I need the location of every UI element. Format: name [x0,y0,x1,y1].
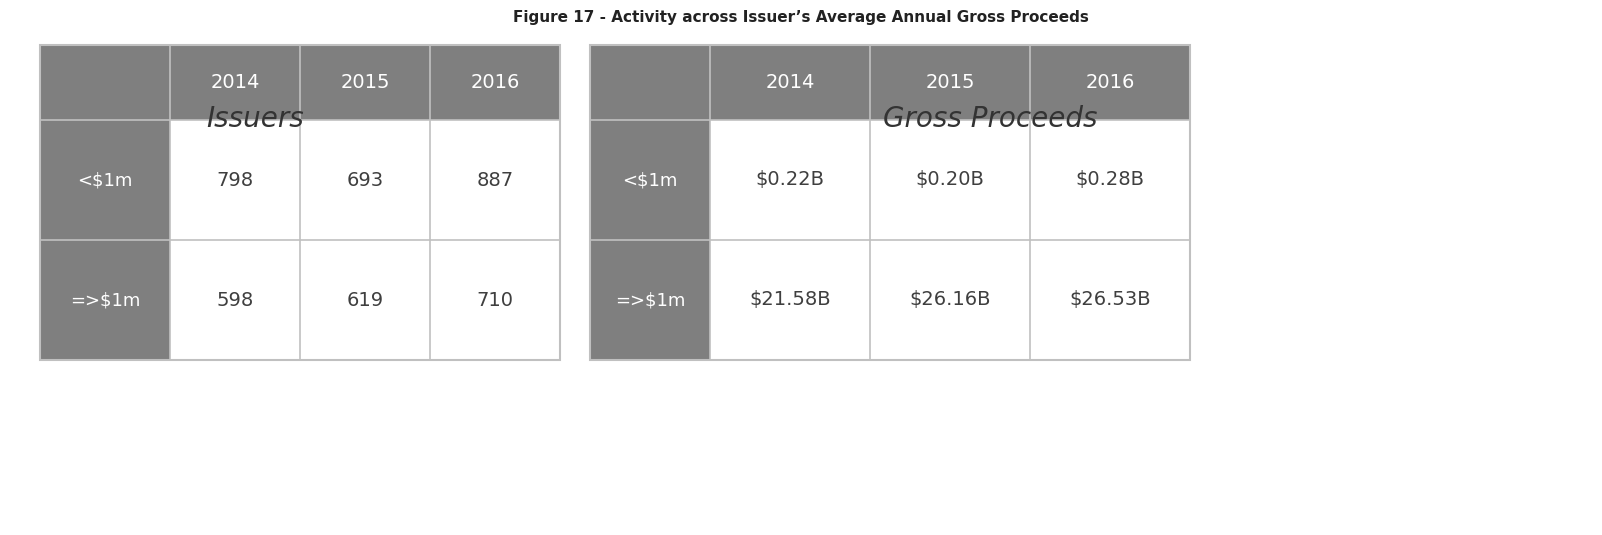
Text: 693: 693 [346,171,383,189]
Bar [40,45,170,120]
Bar [590,45,1190,360]
Text: $21.58B: $21.58B [750,291,831,310]
Bar [590,45,710,120]
Bar [429,45,561,120]
Bar [429,120,561,240]
Text: 710: 710 [476,291,514,310]
Text: 598: 598 [216,291,253,310]
Text: $26.16B: $26.16B [910,291,990,310]
Text: $26.53B: $26.53B [1069,291,1150,310]
Text: 619: 619 [346,291,383,310]
Bar [870,120,1030,240]
Bar [300,240,429,360]
Bar [590,120,710,240]
Bar [710,120,870,240]
Bar [170,45,300,120]
Bar [710,240,870,360]
Bar [40,240,170,360]
Text: 2015: 2015 [926,73,974,92]
Bar [300,45,429,120]
Bar [590,240,710,360]
Text: 887: 887 [476,171,514,189]
Bar [300,120,429,240]
Text: Figure 17 - Activity across Issuer’s Average Annual Gross Proceeds: Figure 17 - Activity across Issuer’s Ave… [513,10,1089,25]
Text: <$1m: <$1m [77,171,133,189]
Text: =>$1m: =>$1m [70,291,141,309]
Text: <$1m: <$1m [622,171,678,189]
Bar [1030,240,1190,360]
Bar [710,45,870,120]
Text: 2016: 2016 [1085,73,1134,92]
Bar [170,240,300,360]
Text: 2015: 2015 [340,73,389,92]
Text: =>$1m: =>$1m [615,291,686,309]
Bar [1030,45,1190,120]
Bar [1030,120,1190,240]
Text: $0.28B: $0.28B [1075,171,1144,189]
Bar [870,240,1030,360]
Text: 2016: 2016 [471,73,519,92]
Bar [170,120,300,240]
Text: $0.22B: $0.22B [756,171,825,189]
Text: Issuers: Issuers [207,105,304,133]
Bar [40,45,561,360]
Text: 798: 798 [216,171,253,189]
Text: 2014: 2014 [766,73,815,92]
Bar [40,120,170,240]
Text: 2014: 2014 [210,73,260,92]
Bar [429,240,561,360]
Bar [870,45,1030,120]
Text: Gross Proceeds: Gross Proceeds [883,105,1097,133]
Text: $0.20B: $0.20B [916,171,985,189]
